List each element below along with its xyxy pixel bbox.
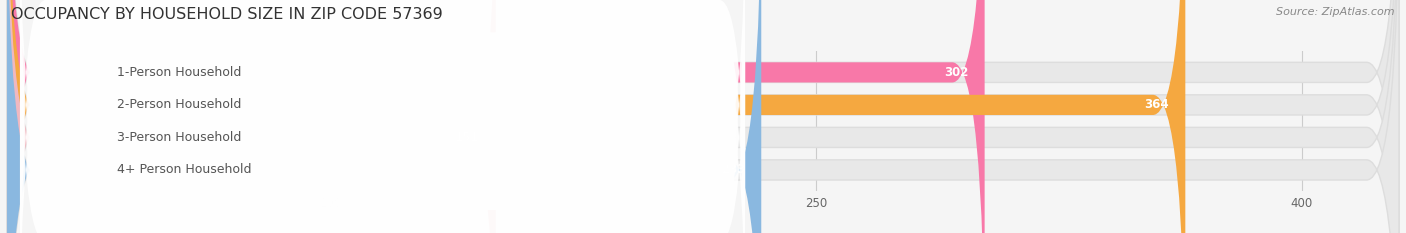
Text: 3-Person Household: 3-Person Household <box>117 131 242 144</box>
FancyBboxPatch shape <box>20 0 745 233</box>
Text: 364: 364 <box>1144 98 1170 111</box>
FancyBboxPatch shape <box>7 0 1399 233</box>
Text: OCCUPANCY BY HOUSEHOLD SIZE IN ZIP CODE 57369: OCCUPANCY BY HOUSEHOLD SIZE IN ZIP CODE … <box>11 7 443 22</box>
FancyBboxPatch shape <box>7 0 1185 233</box>
Text: 233: 233 <box>721 163 745 176</box>
FancyBboxPatch shape <box>20 0 745 233</box>
FancyBboxPatch shape <box>7 0 496 233</box>
FancyBboxPatch shape <box>20 0 745 233</box>
Text: 1-Person Household: 1-Person Household <box>117 66 242 79</box>
FancyBboxPatch shape <box>7 0 1399 233</box>
FancyBboxPatch shape <box>7 0 761 233</box>
FancyBboxPatch shape <box>7 0 984 233</box>
FancyBboxPatch shape <box>7 0 1399 233</box>
Text: 4+ Person Household: 4+ Person Household <box>117 163 252 176</box>
Text: 302: 302 <box>943 66 969 79</box>
FancyBboxPatch shape <box>7 0 1399 233</box>
Text: 151: 151 <box>456 131 479 144</box>
Text: 2-Person Household: 2-Person Household <box>117 98 242 111</box>
FancyBboxPatch shape <box>20 0 745 233</box>
Text: Source: ZipAtlas.com: Source: ZipAtlas.com <box>1277 7 1395 17</box>
